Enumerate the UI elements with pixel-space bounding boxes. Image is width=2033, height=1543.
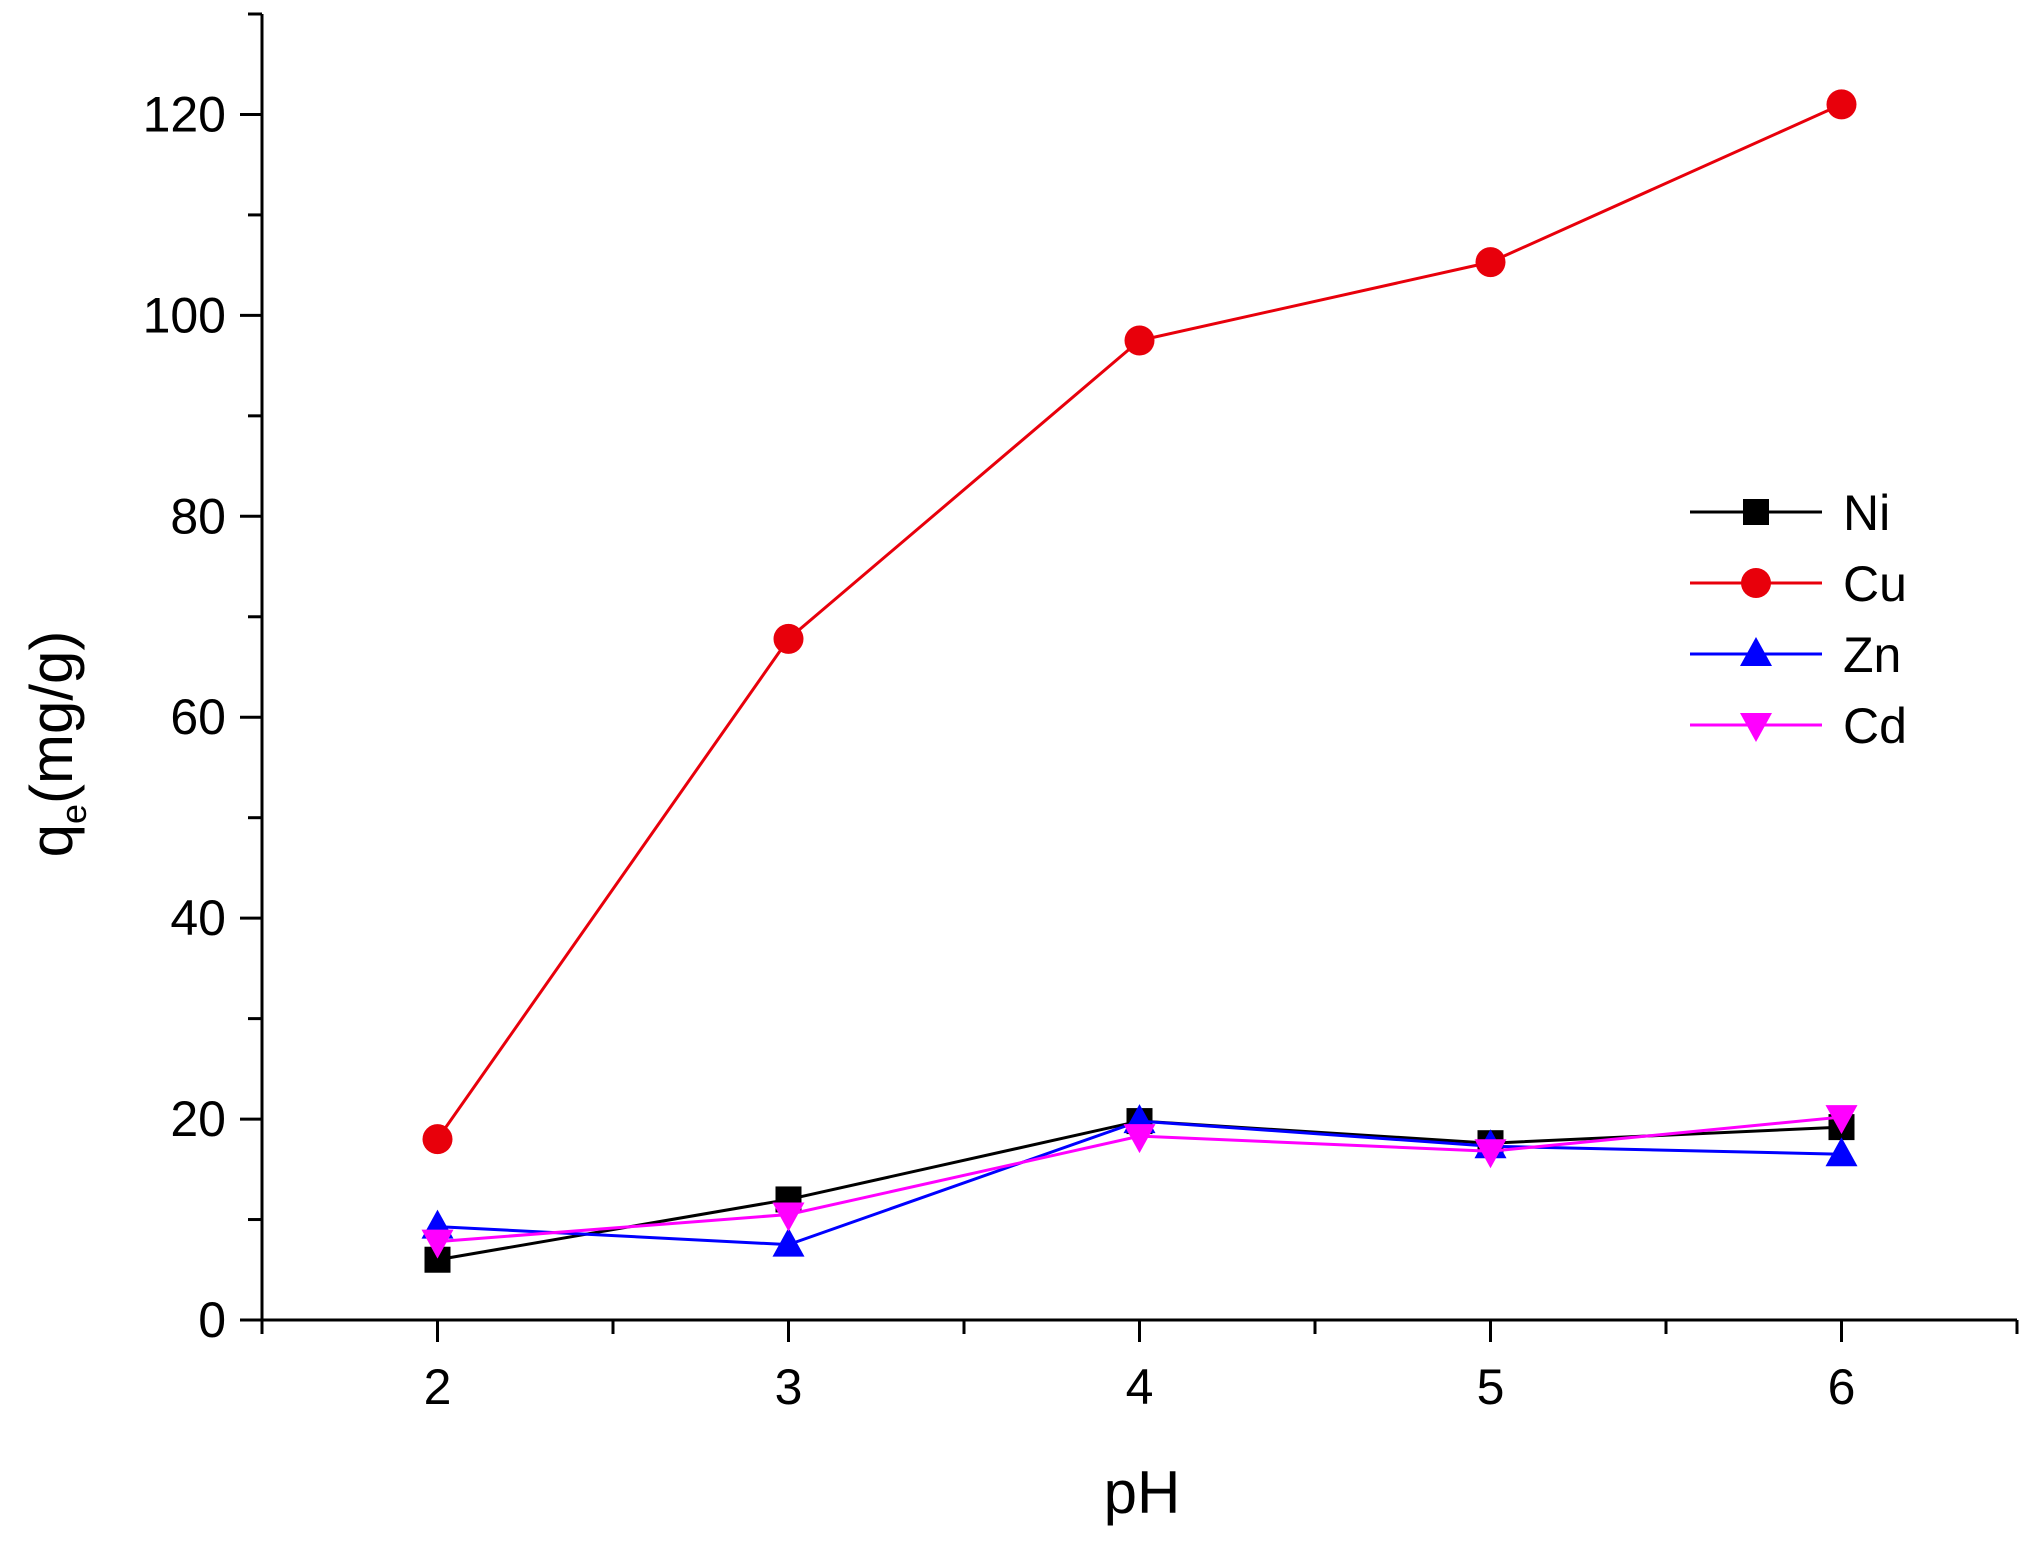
x-tick-label: 4	[1126, 1359, 1154, 1415]
data-point-cd	[772, 1202, 805, 1232]
y-tick-label: 100	[143, 287, 226, 343]
y-axis-title: qe(mg/g)	[18, 631, 94, 858]
data-point-zn	[772, 1227, 805, 1257]
data-point-cu	[773, 623, 804, 654]
legend-label: Zn	[1843, 627, 1901, 683]
x-tick-label: 2	[424, 1359, 452, 1415]
y-tick-label: 120	[143, 86, 226, 142]
y-tick-label: 80	[170, 488, 226, 544]
legend-item-cd: Cd	[1690, 698, 1907, 754]
y-axis-title-unit: (mg/g)	[18, 631, 85, 804]
legend-label: Cu	[1843, 556, 1907, 612]
y-axis-title-subscript: e	[53, 804, 94, 824]
y-tick-label: 60	[170, 689, 226, 745]
x-tick-label: 3	[775, 1359, 803, 1415]
data-point-cu	[1826, 89, 1857, 120]
series-cd	[421, 1105, 1858, 1259]
data-point-cd	[421, 1229, 454, 1259]
y-tick-label: 0	[198, 1292, 226, 1348]
legend: Ni Cu Zn Cd	[1690, 485, 1907, 754]
legend-item-cu: Cu	[1690, 556, 1907, 612]
data-point-zn	[1825, 1137, 1858, 1167]
x-axis-title: pH	[1104, 1459, 1181, 1526]
legend-marker	[1743, 499, 1769, 525]
legend-label: Ni	[1843, 485, 1890, 541]
data-point-cu	[1124, 325, 1155, 356]
series-line-cu	[436, 103, 1843, 1141]
x-tick-label: 6	[1828, 1359, 1856, 1415]
legend-label: Cd	[1843, 698, 1907, 754]
legend-marker	[1740, 713, 1772, 742]
legend-item-zn: Zn	[1690, 627, 1901, 683]
y-tick-label: 40	[170, 890, 226, 946]
y-tick-label: 20	[170, 1091, 226, 1147]
data-point-cu	[1475, 247, 1506, 278]
series-cu	[422, 89, 1857, 1155]
y-axis-title-main: q	[18, 824, 85, 857]
data-point-cd	[1825, 1105, 1858, 1135]
data-point-cu	[422, 1124, 453, 1155]
legend-item-ni: Ni	[1690, 485, 1890, 541]
data-point-cd	[1474, 1139, 1507, 1169]
x-tick-label: 5	[1477, 1359, 1505, 1415]
legend-marker	[1740, 637, 1772, 666]
series-layer	[421, 89, 1858, 1273]
legend-marker	[1741, 568, 1771, 598]
data-point-cd	[1123, 1124, 1156, 1154]
